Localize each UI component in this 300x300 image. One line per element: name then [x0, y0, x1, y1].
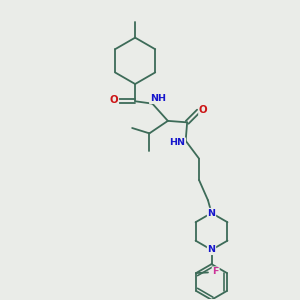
Text: F: F	[212, 267, 219, 276]
Text: N: N	[208, 245, 215, 254]
Text: HN: HN	[169, 138, 185, 147]
Text: O: O	[110, 95, 118, 105]
Text: O: O	[199, 105, 208, 115]
Text: NH: NH	[150, 94, 166, 103]
Text: N: N	[208, 208, 215, 217]
